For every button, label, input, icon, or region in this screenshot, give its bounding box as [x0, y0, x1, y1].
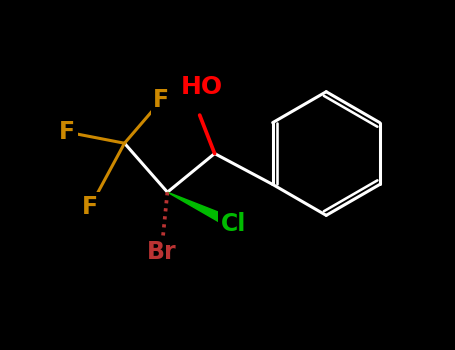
Text: F: F [153, 88, 169, 112]
Text: F: F [59, 120, 75, 144]
Text: F: F [82, 195, 98, 219]
Text: HO: HO [181, 75, 223, 99]
Polygon shape [167, 192, 226, 224]
Text: Br: Br [147, 240, 176, 264]
Text: Cl: Cl [221, 212, 246, 236]
